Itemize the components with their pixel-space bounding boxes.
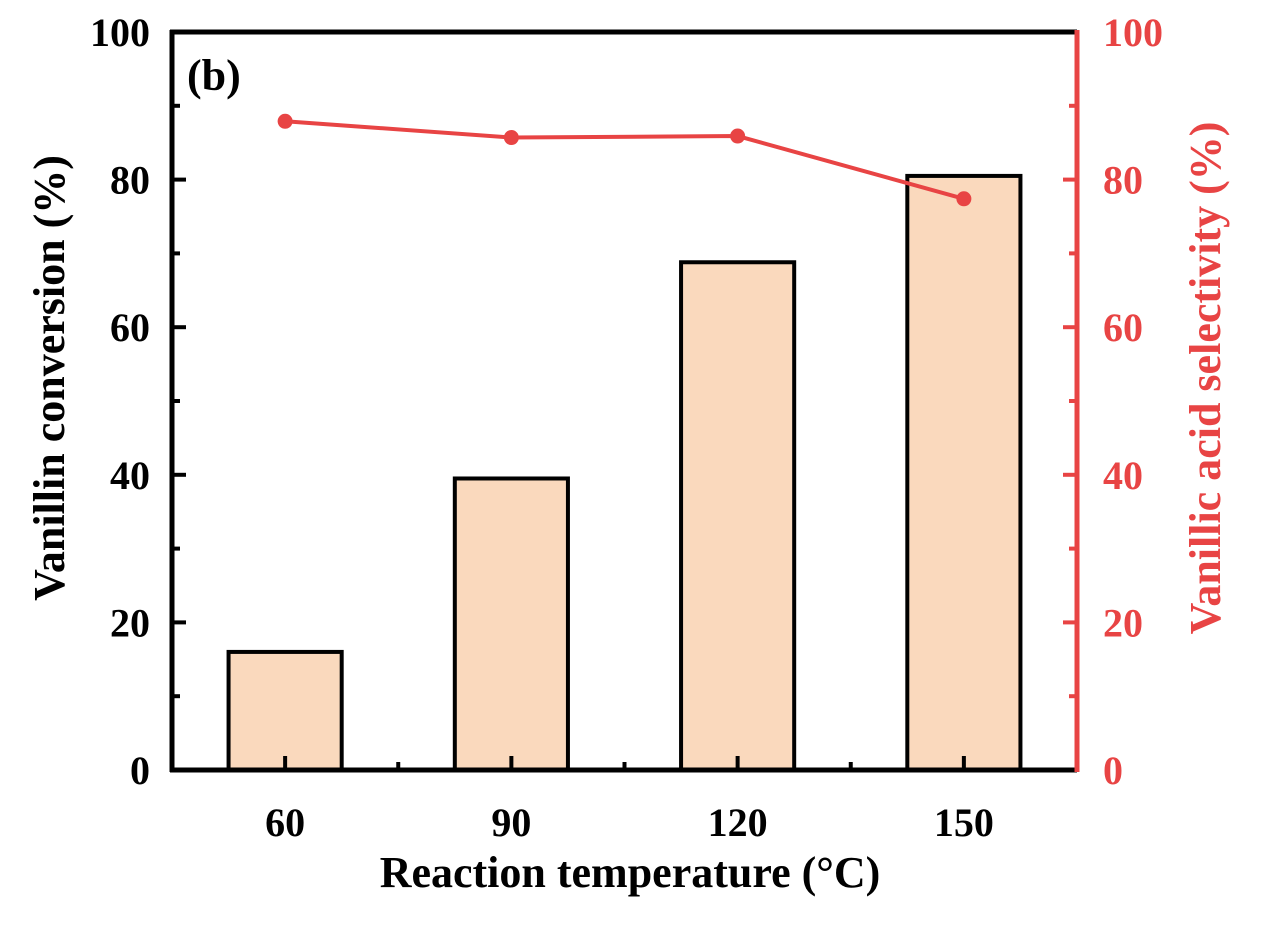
- x-tick-label: 60: [265, 800, 305, 845]
- y2-tick-label: 0: [1103, 748, 1123, 793]
- selectivity-point-60: [277, 113, 293, 129]
- y2-tick-label: 40: [1103, 453, 1143, 498]
- y-tick-label: 0: [130, 748, 150, 793]
- x-tick-label: 90: [491, 800, 531, 845]
- bar-60: [226, 649, 344, 772]
- bar-120: [679, 260, 797, 772]
- selectivity-point-150: [956, 191, 972, 207]
- x-tick-label: 150: [934, 800, 994, 845]
- x-axis-title: Reaction temperature (°C): [380, 848, 881, 897]
- bar-90: [452, 476, 570, 772]
- y-tick-label: 60: [110, 305, 150, 350]
- y-tick-label: 100: [90, 10, 150, 55]
- selectivity-line: [277, 113, 972, 207]
- panel-label: (b): [187, 51, 241, 100]
- y-tick-label: 40: [110, 453, 150, 498]
- selectivity-point-90: [503, 130, 519, 146]
- bar-150: [905, 173, 1023, 773]
- y-axis-title: Vanillin conversion (%): [25, 155, 74, 601]
- y-tick-label: 80: [110, 158, 150, 203]
- y-tick-label: 20: [110, 600, 150, 645]
- ticks: 0 20 40 60 80 100 0 20 40 60 80 100 60 90 120 150: [90, 10, 1163, 845]
- y2-tick-label: 20: [1103, 600, 1143, 645]
- selectivity-point-120: [730, 128, 746, 144]
- y2-tick-label: 60: [1103, 305, 1143, 350]
- x-tick-label: 120: [708, 800, 768, 845]
- selectivity-series-line: [284, 119, 965, 201]
- y2-tick-label: 80: [1103, 158, 1143, 203]
- bars: [226, 173, 1023, 773]
- y2-axis-title: Vanillic acid selectivity (%): [1181, 122, 1230, 635]
- y2-tick-label: 100: [1103, 10, 1163, 55]
